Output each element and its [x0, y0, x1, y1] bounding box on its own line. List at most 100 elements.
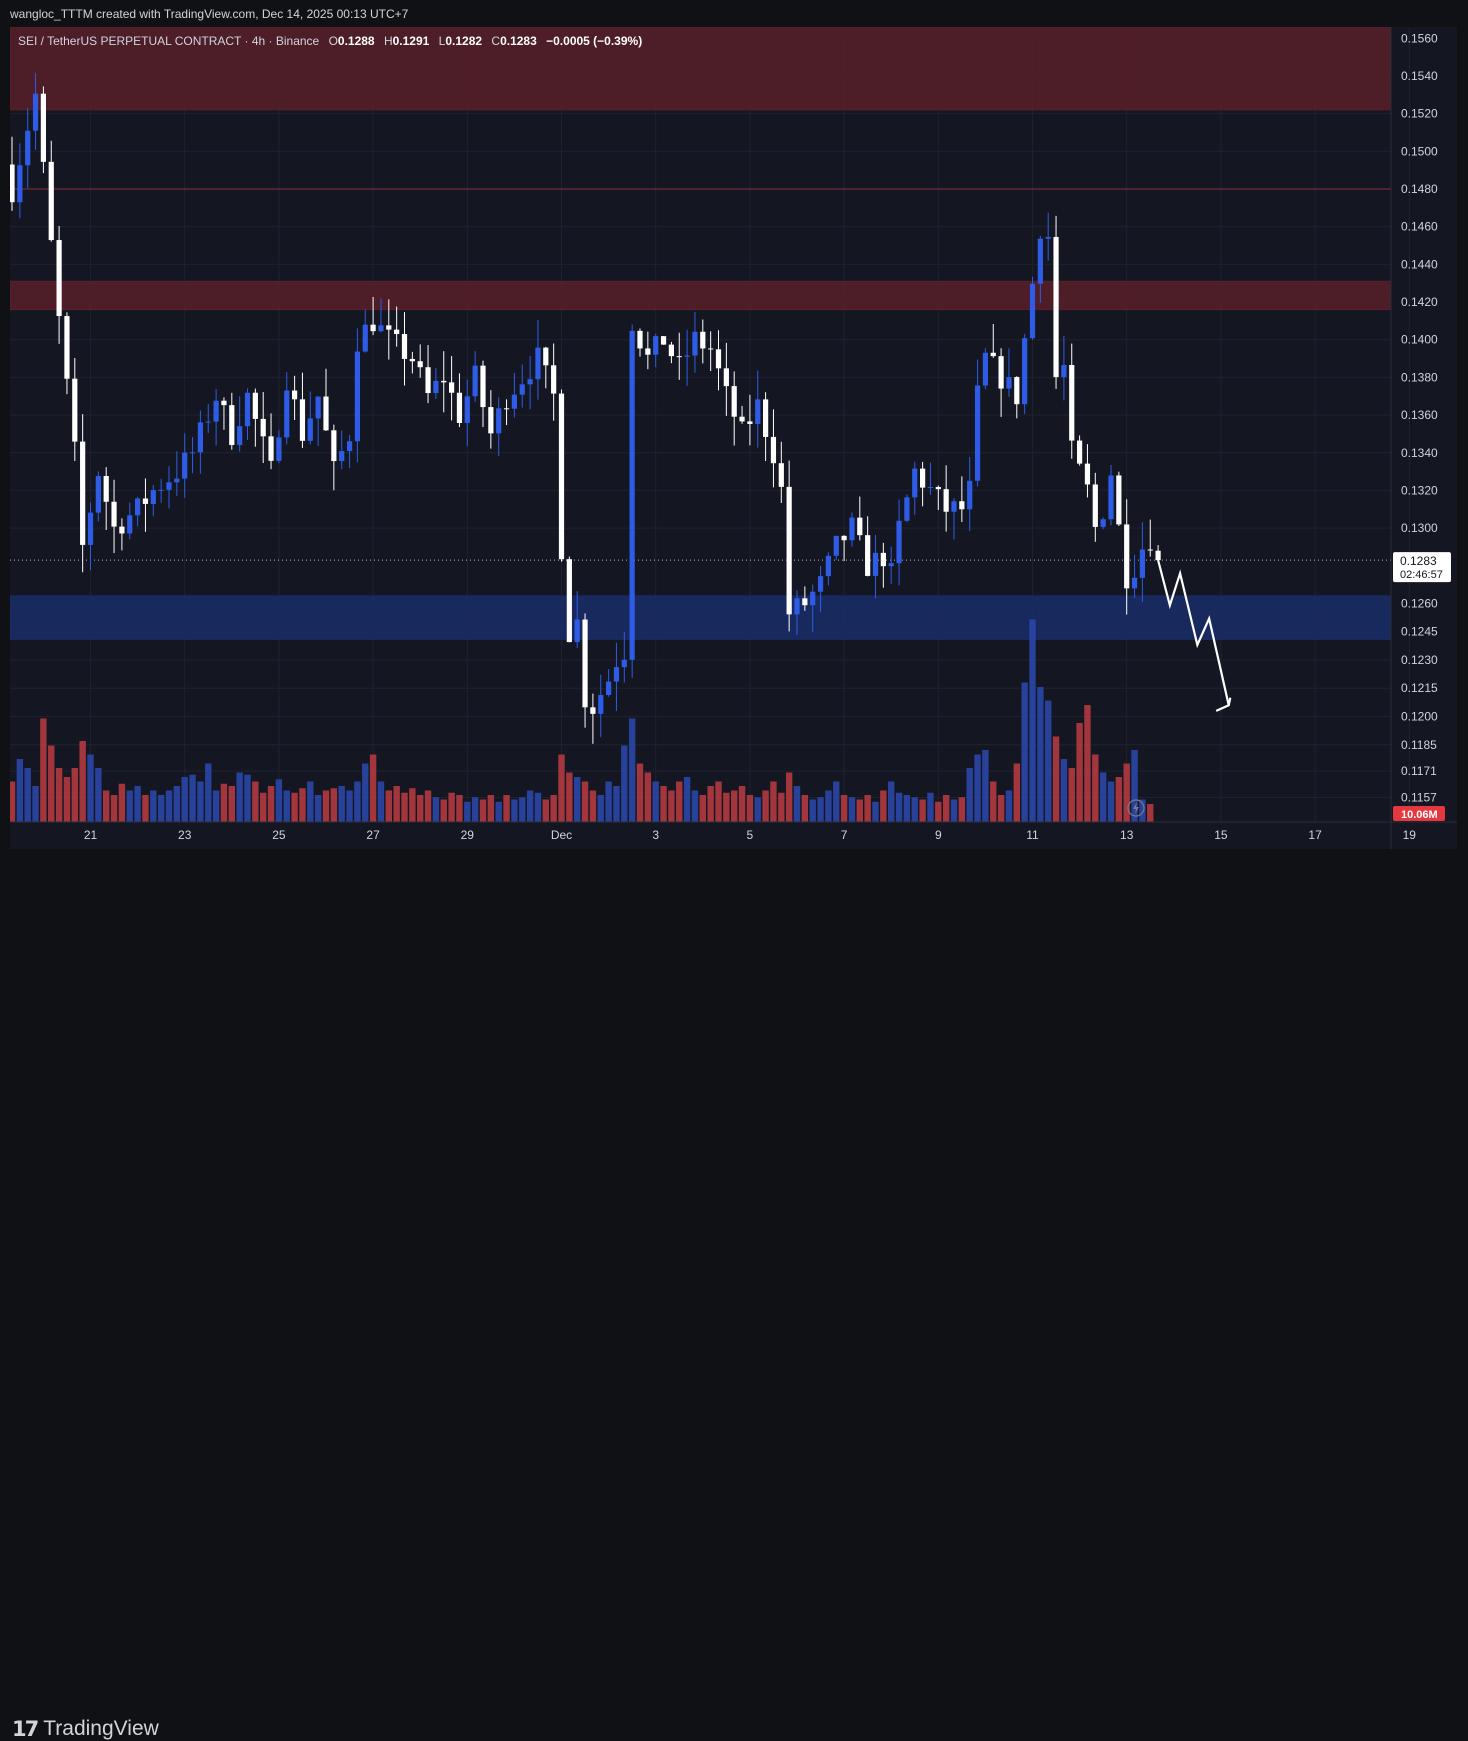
current-price-badge	[1393, 552, 1451, 583]
candle	[566, 556, 572, 643]
candle-body	[433, 380, 439, 394]
candle	[331, 424, 337, 491]
volume-bar	[338, 786, 345, 822]
volume-bar	[1029, 619, 1036, 822]
projection-arrow	[1157, 559, 1232, 712]
candle	[708, 331, 714, 372]
candle-body	[794, 598, 800, 615]
candle-body	[880, 552, 886, 567]
candle-body	[715, 349, 722, 369]
volume-bar	[691, 790, 699, 822]
volume-bar	[291, 792, 298, 822]
candle-body	[660, 336, 667, 345]
candle-body	[653, 336, 659, 355]
candle-body	[496, 408, 502, 434]
candle-body	[1006, 377, 1012, 389]
symbol-legend: SEI / TetherUS PERPETUAL CONTRACT · 4h ·…	[18, 34, 642, 48]
candle-body	[1116, 475, 1122, 525]
volume-bar	[322, 790, 330, 822]
candle-body	[378, 325, 384, 332]
volume-bar	[260, 792, 267, 822]
candle-body	[613, 667, 620, 682]
countdown-label: 02:46:57	[1400, 569, 1443, 581]
candle	[409, 351, 415, 374]
candle-body	[927, 487, 934, 489]
candle-body	[1100, 519, 1106, 527]
volume-bar	[244, 774, 251, 822]
candle	[237, 396, 243, 452]
volume-bar	[10, 781, 16, 822]
candle-body	[668, 344, 674, 357]
volume-bar	[809, 799, 816, 822]
price-tick-label: 0.1171	[1401, 764, 1437, 778]
candle	[998, 348, 1004, 417]
candle	[739, 405, 745, 424]
projection-path	[1157, 559, 1230, 706]
volume-bar	[197, 781, 204, 822]
candle	[1045, 212, 1051, 261]
candle-body	[935, 487, 941, 490]
candle	[284, 371, 290, 445]
close-label: C	[491, 34, 501, 48]
chart-panel[interactable]	[10, 27, 1457, 849]
candle-body	[449, 382, 455, 393]
candle-body	[354, 351, 360, 442]
candle-body	[888, 563, 894, 567]
candle	[182, 433, 188, 498]
current-price-label: 0.1283	[1400, 554, 1437, 568]
volume-bar	[24, 768, 31, 822]
candle	[166, 466, 172, 509]
candlestick-chart[interactable]: 0.1560 0.1540 0.1520 0.1500 0.1480 0.1460 0.14…	[0, 0, 1468, 849]
candle-body	[1053, 236, 1059, 378]
candle	[1124, 499, 1130, 615]
volume-bar	[785, 772, 793, 822]
candle	[95, 471, 101, 522]
volume-bar	[731, 790, 738, 822]
candle	[865, 516, 871, 577]
volume-bar	[1115, 777, 1123, 822]
volume-bar	[471, 797, 479, 822]
volume-bar	[1045, 700, 1052, 822]
candle-body	[292, 390, 298, 400]
volume-bar	[432, 797, 440, 822]
candle	[150, 485, 156, 517]
candle	[221, 397, 227, 430]
candle	[158, 478, 164, 503]
candle	[888, 546, 894, 584]
candle	[817, 565, 824, 613]
volume-bar	[668, 790, 675, 822]
candle-body	[386, 325, 392, 330]
candle-body	[401, 334, 408, 359]
volume-bar	[613, 786, 620, 822]
volume-bar	[856, 799, 863, 822]
volume-bar	[134, 786, 141, 822]
price-axis: 0.1560 0.1540 0.1520 0.1500 0.1480 0.1460 0.14…	[1401, 31, 1438, 804]
candle-body	[912, 468, 918, 498]
candle-body	[629, 330, 635, 660]
candle-body	[1131, 577, 1138, 589]
volume-bar	[1092, 754, 1099, 822]
candle	[197, 410, 203, 474]
price-tick-label: 0.1320	[1401, 483, 1438, 497]
volume-bar	[660, 786, 667, 822]
candle-body	[645, 348, 651, 355]
high-value: 0.1291	[392, 34, 430, 48]
tradingview-brand[interactable]: 17 TradingView	[12, 1717, 159, 1741]
candle-body	[331, 430, 337, 462]
candle-body	[637, 330, 643, 349]
candle	[1037, 235, 1043, 303]
candle	[339, 430, 345, 470]
candle	[229, 392, 235, 450]
volume-bar	[1037, 687, 1044, 822]
candle-body	[64, 316, 70, 379]
candle	[1084, 444, 1091, 498]
candle-body	[841, 535, 847, 541]
candle	[763, 392, 769, 462]
symbol-title[interactable]: SEI / TetherUS PERPETUAL CONTRACT · 4h ·…	[18, 34, 320, 48]
volume-bar	[825, 790, 832, 822]
volume-bar	[110, 795, 118, 822]
volume-bar	[652, 781, 659, 822]
candle-body	[700, 331, 706, 349]
volume-bar	[299, 788, 306, 822]
replay-icon[interactable]	[1127, 799, 1145, 817]
